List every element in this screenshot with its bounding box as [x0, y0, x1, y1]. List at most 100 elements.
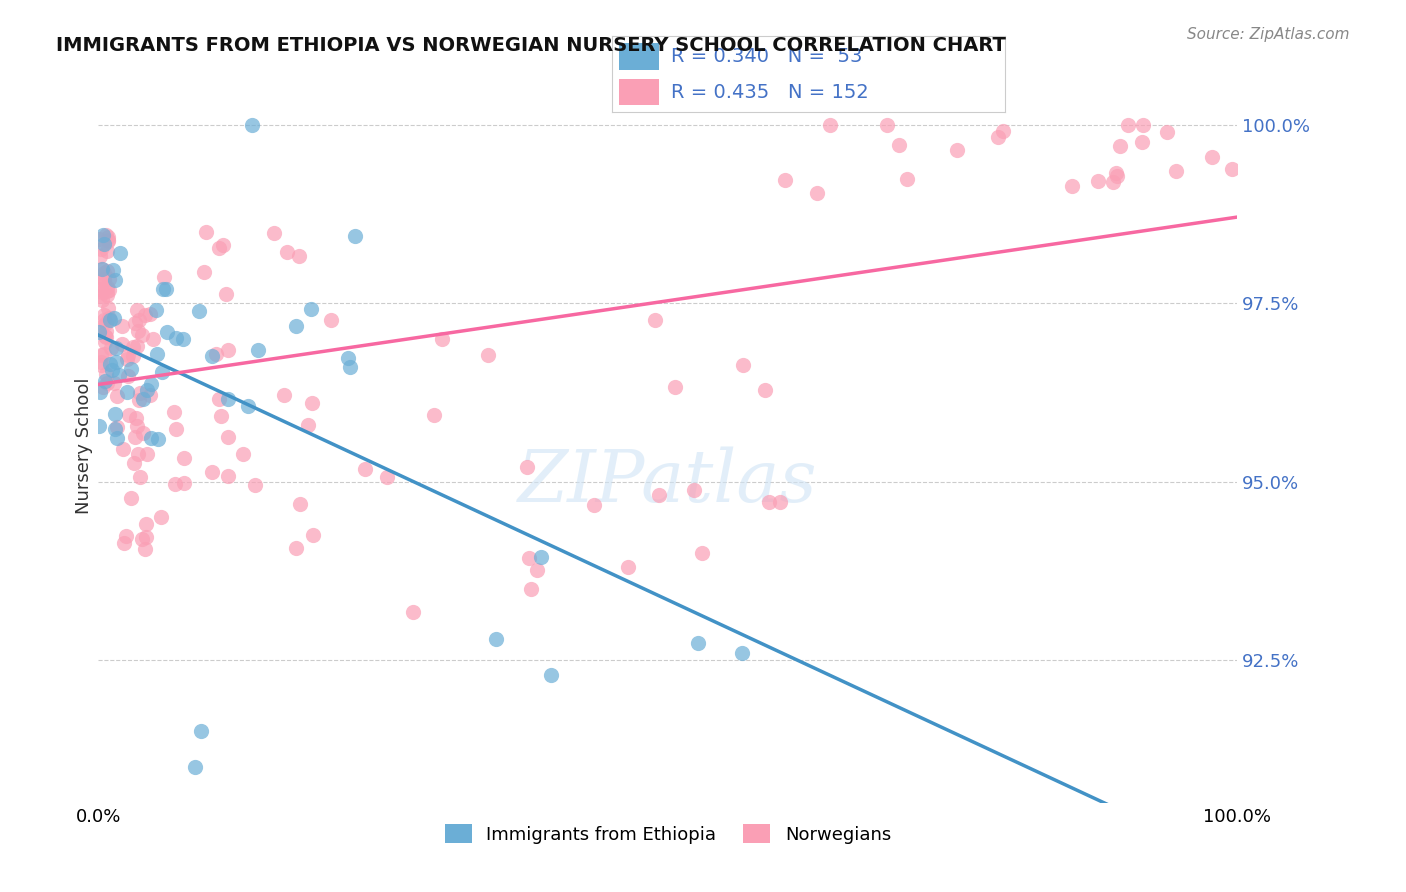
- Point: [127, 419, 149, 434]
- Point: [96, 376, 118, 390]
- Point: [91, 227, 114, 242]
- Point: [187, 303, 209, 318]
- Point: [526, 563, 548, 577]
- Point: [297, 417, 319, 432]
- Point: [103, 311, 125, 326]
- Point: [97, 272, 120, 286]
- Point: [212, 238, 235, 252]
- Point: [90, 348, 112, 362]
- Point: [991, 124, 1014, 138]
- Point: [91, 285, 114, 300]
- Point: [240, 118, 263, 132]
- Point: [1109, 139, 1132, 153]
- Point: [87, 325, 110, 339]
- Point: [246, 343, 269, 357]
- Point: [758, 495, 780, 509]
- Legend: Immigrants from Ethiopia, Norwegians: Immigrants from Ethiopia, Norwegians: [437, 817, 898, 851]
- Point: [90, 293, 112, 307]
- Point: [96, 280, 118, 294]
- Point: [96, 263, 118, 277]
- Point: [353, 462, 375, 476]
- Point: [103, 376, 125, 390]
- Point: [108, 245, 131, 260]
- Point: [217, 468, 239, 483]
- Point: [135, 530, 157, 544]
- Point: [648, 488, 671, 502]
- Point: [1105, 166, 1128, 180]
- Point: [128, 386, 150, 401]
- Point: [97, 301, 120, 315]
- Point: [287, 249, 309, 263]
- Point: [117, 348, 139, 362]
- Point: [97, 233, 120, 247]
- Point: [889, 138, 911, 153]
- Point: [135, 383, 157, 397]
- Point: [209, 409, 232, 424]
- Point: [121, 340, 143, 354]
- Point: [139, 431, 162, 445]
- Point: [90, 358, 112, 372]
- Point: [93, 272, 115, 286]
- Point: [201, 465, 224, 479]
- Point: [117, 368, 139, 383]
- Point: [208, 240, 231, 254]
- Point: [263, 226, 285, 240]
- Point: [104, 273, 127, 287]
- Point: [122, 456, 145, 470]
- Point: [682, 483, 704, 497]
- Point: [134, 541, 156, 556]
- Point: [205, 346, 228, 360]
- Point: [344, 228, 367, 243]
- Point: [686, 636, 709, 650]
- Point: [1201, 150, 1223, 164]
- Point: [1087, 174, 1109, 188]
- Point: [775, 172, 797, 186]
- Point: [125, 338, 148, 352]
- Point: [87, 232, 110, 246]
- Point: [517, 551, 540, 566]
- Point: [172, 332, 194, 346]
- Point: [117, 385, 139, 400]
- Point: [93, 313, 115, 327]
- Y-axis label: Nursery School: Nursery School: [75, 377, 93, 515]
- Point: [93, 266, 115, 280]
- Point: [94, 374, 117, 388]
- Point: [243, 478, 266, 492]
- Point: [195, 226, 218, 240]
- Point: [136, 447, 159, 461]
- Point: [423, 408, 446, 422]
- Point: [91, 380, 114, 394]
- Point: [520, 582, 543, 596]
- Point: [430, 332, 453, 346]
- Point: [1107, 169, 1129, 183]
- Point: [93, 273, 115, 287]
- Point: [135, 516, 157, 531]
- Bar: [620, 43, 659, 70]
- Text: R = 0.435   N = 152: R = 0.435 N = 152: [671, 83, 869, 102]
- Point: [115, 352, 138, 367]
- Point: [96, 367, 118, 381]
- Point: [987, 130, 1010, 145]
- Point: [236, 399, 259, 413]
- Point: [89, 289, 111, 303]
- Point: [94, 330, 117, 344]
- Point: [477, 348, 499, 362]
- Point: [401, 606, 423, 620]
- Point: [94, 329, 117, 343]
- Point: [105, 388, 128, 402]
- Point: [1166, 164, 1188, 178]
- Point: [1130, 135, 1153, 149]
- Point: [165, 476, 187, 491]
- Point: [184, 760, 207, 774]
- Point: [217, 343, 239, 357]
- Point: [94, 335, 117, 350]
- Point: [150, 364, 173, 378]
- Point: [1116, 118, 1139, 132]
- Point: [129, 469, 152, 483]
- Point: [108, 368, 131, 383]
- Point: [540, 667, 562, 681]
- Point: [690, 546, 713, 560]
- Point: [617, 559, 640, 574]
- Point: [90, 319, 112, 334]
- Point: [111, 319, 134, 334]
